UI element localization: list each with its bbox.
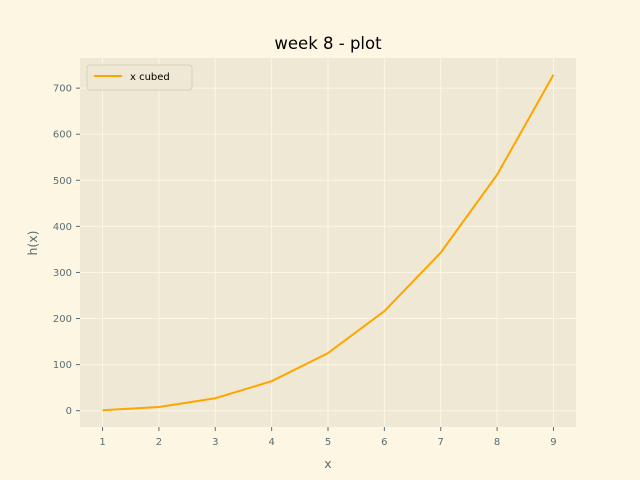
x-tick-label: 7 <box>438 437 444 448</box>
grid <box>80 58 576 427</box>
x-axis-label: x <box>324 456 331 471</box>
y-tick-label: 400 <box>53 222 72 233</box>
y-tick-label: 700 <box>53 84 72 95</box>
x-tick-labels: 1 2 3 4 5 6 7 8 9 <box>99 427 557 448</box>
x-tick-label: 9 <box>550 437 556 448</box>
legend-box <box>86 64 193 91</box>
y-tick-label: 600 <box>53 130 72 141</box>
series-line <box>102 74 555 412</box>
x-tick-label: 4 <box>268 437 274 448</box>
y-tick-label: 300 <box>53 268 72 279</box>
y-tick-labels: 0 100 200 300 400 500 600 700 <box>53 84 80 417</box>
x-tick-label: 6 <box>381 437 387 448</box>
x-tick-label: 8 <box>494 437 500 448</box>
y-tick-label: 0 <box>66 406 72 417</box>
legend: x cubed <box>86 64 193 91</box>
x-tick-label: 1 <box>99 437 105 448</box>
x-tick-label: 5 <box>325 437 331 448</box>
series-lines <box>102 74 555 412</box>
y-axis-label: h(x) <box>25 230 40 255</box>
y-tick-label: 500 <box>53 176 72 187</box>
x-tick-label: 2 <box>156 437 162 448</box>
y-tick-label: 200 <box>53 314 72 325</box>
x-tick-label: 3 <box>212 437 218 448</box>
chart-title: week 8 - plot <box>274 34 382 53</box>
legend-label: x cubed <box>130 72 170 83</box>
y-tick-label: 100 <box>53 360 72 371</box>
